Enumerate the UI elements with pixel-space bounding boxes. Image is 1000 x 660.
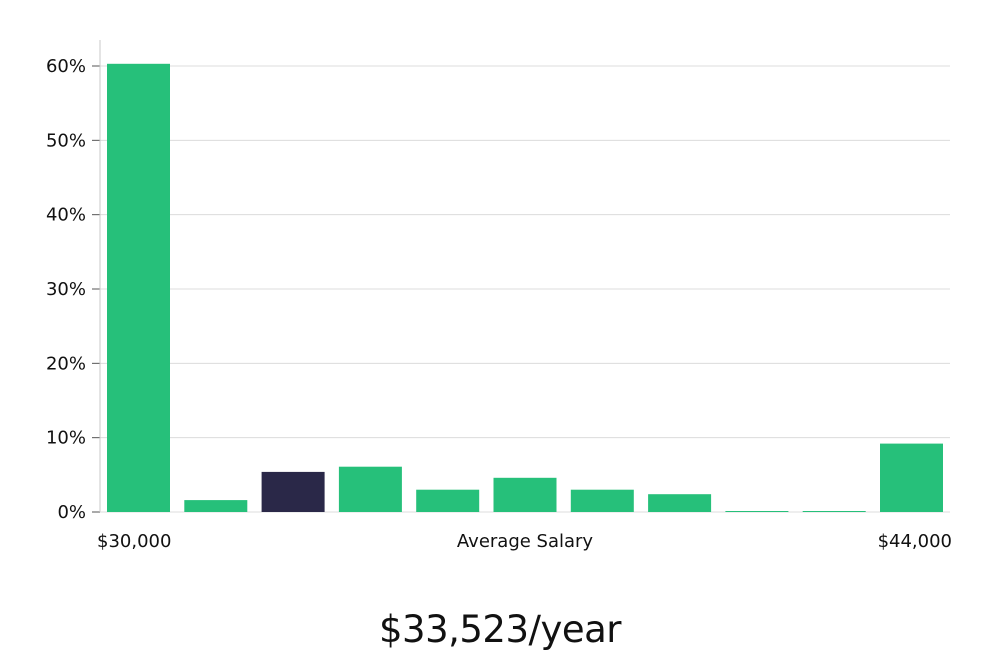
bar-1[interactable] [184, 500, 248, 512]
bars [107, 63, 943, 513]
y-axis-ticks: 0% 10% 20% 30% 40% 50% 60% [46, 56, 100, 523]
bar-10[interactable] [880, 443, 943, 512]
bar-4[interactable] [416, 489, 480, 512]
y-tick-label-50: 50% [46, 130, 86, 151]
bar-3[interactable] [338, 466, 402, 512]
bar-8[interactable] [725, 511, 789, 512]
bar-highlighted-2[interactable] [261, 471, 325, 512]
x-axis-title: Average Salary [457, 531, 594, 552]
bar-5[interactable] [493, 477, 557, 512]
bar-9[interactable] [802, 511, 866, 512]
bar-6[interactable] [570, 489, 634, 512]
bar-7[interactable] [648, 494, 712, 512]
y-tick-label-10: 10% [46, 428, 86, 449]
y-tick-label-20: 20% [46, 353, 86, 374]
x-axis-end-label: $44,000 [878, 531, 952, 552]
gridlines [100, 65, 950, 439]
y-tick-label-0: 0% [57, 502, 86, 523]
bar-0[interactable] [107, 63, 170, 513]
y-tick-label-30: 30% [46, 279, 86, 300]
y-tick-label-40: 40% [46, 205, 86, 226]
salary-histogram: 0% 10% 20% 30% 40% 50% 60% $30,000 Average Sal… [46, 40, 952, 552]
x-axis-start-label: $30,000 [97, 531, 171, 552]
y-tick-label-60: 60% [46, 56, 86, 77]
average-salary-value: $33,523/year [378, 608, 622, 651]
